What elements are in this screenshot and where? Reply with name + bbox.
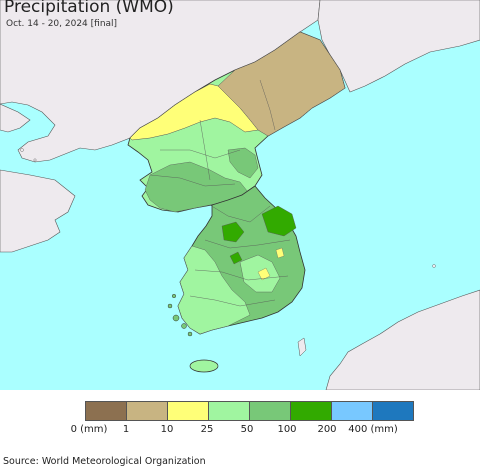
russia-landmass [317,0,480,93]
map-subtitle: Oct. 14 - 20, 2024 [final] [6,19,118,29]
southwest-islands [167,293,193,337]
legend-swatch-10-25 [168,402,209,420]
legend-tick: 10 [160,424,174,435]
map-title: Precipitation (WMO) [4,0,174,17]
legend-swatch-400-plus [373,402,413,420]
legend-tick: 50 [240,424,254,435]
legend-swatch-25-50 [209,402,250,420]
legend-swatch-0-1 [86,402,127,420]
legend-tick: 1 [122,424,130,435]
legend-tick: 100 [277,424,297,435]
shandong-landmass [0,169,76,253]
jeju-island [189,359,219,373]
legend-swatch-100-200 [291,402,332,420]
province-borders [149,79,291,307]
legend-swatch-1-10 [127,402,168,420]
legend-tick: 200 [317,424,337,435]
legend-colorbar [85,401,414,421]
sk-east-heavy-zone [261,205,297,237]
sk-west-light-zone [177,245,251,335]
sk-light-spot-2 [275,247,285,259]
north-coast-islands [20,148,436,268]
precipitation-map [0,0,480,390]
legend-tick-labels: 0 (mm) 1 10 25 50 100 200 400 (mm) [0,424,480,438]
legend-tick: 0 (mm) [70,424,108,435]
map-canvas [0,0,480,390]
sk-light-spot-1 [257,267,271,281]
legend-swatch-200-400 [332,402,373,420]
source-credit: Source: World Meteorological Organizatio… [3,456,206,467]
legend-tick: 400 (mm) [348,424,398,435]
japan-landmass [325,289,480,390]
nk-north-light-zone [129,83,259,141]
legend-tick: 25 [200,424,214,435]
sk-small-heavy-spot [229,251,243,265]
tsushima-island [297,337,307,357]
nk-east-moderate-zone [227,147,259,179]
legend-swatch-50-100 [250,402,291,420]
liaodong-peninsula [0,103,31,133]
sk-central-heavy-zone [221,221,245,243]
